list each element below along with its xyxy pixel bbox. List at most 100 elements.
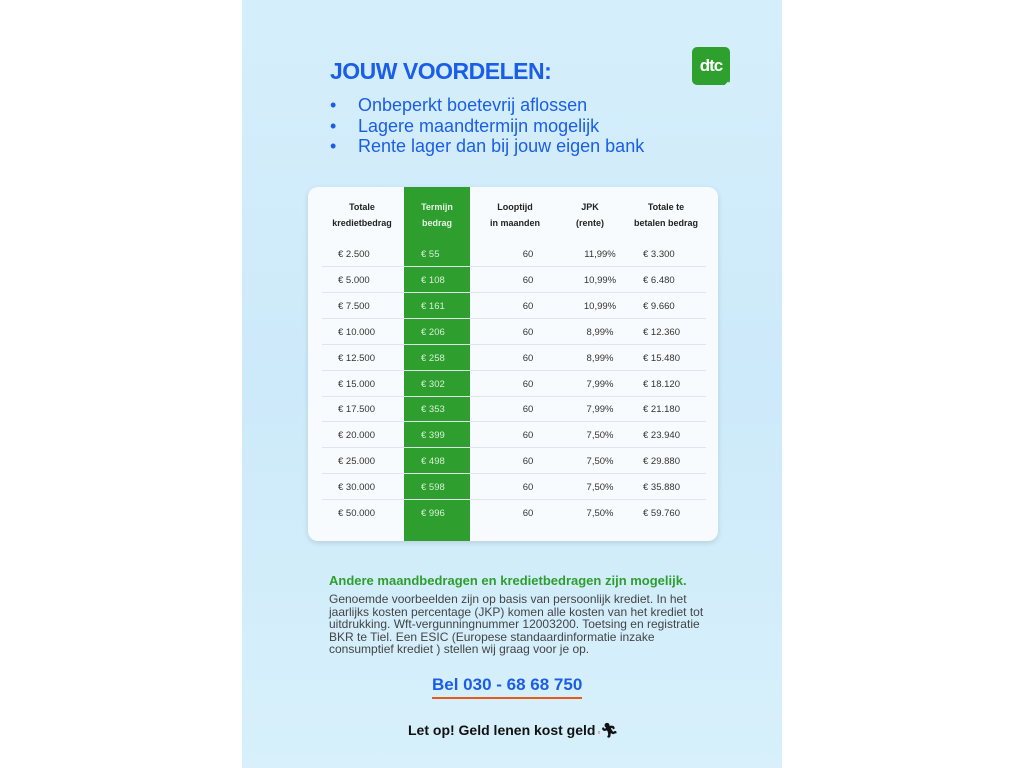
row-divider	[322, 266, 706, 267]
logo-text: dtc	[699, 56, 723, 75]
table-cell: 60	[522, 456, 534, 468]
note-body: Genoemde voorbeelden zijn op basis van p…	[329, 592, 704, 656]
table-cell: 7,99%	[586, 404, 614, 416]
table-cell: € 35.880	[643, 482, 680, 494]
benefits-list: • Onbeperkt boetevrij aflossen • Lagere ma…	[330, 95, 644, 157]
header-jpk: JPK (rente)	[575, 202, 604, 228]
table-cell: € 12.360	[643, 326, 680, 338]
table-cell: € 9.660	[643, 300, 675, 312]
table-cell: 7,50%	[586, 430, 614, 442]
table-cell: € 25.000	[338, 456, 375, 468]
table-cell: € 161	[421, 300, 445, 312]
loan-table: Totale kredietbedrag Termijn bedrag Loopti…	[308, 187, 718, 541]
row-divider	[322, 395, 706, 397]
table-row: € 2.500 € 55 60 11,99% € 3.300	[322, 241, 706, 267]
table-row: € 17.500 € 353 60 7,99% € 21.180	[322, 396, 706, 423]
header-total-credit: Totale kredietbedrag	[332, 202, 392, 228]
benefit-text: Onbeperkt boetevrij aflossen	[358, 95, 588, 115]
benefit-text: Lagere maandtermijn mogelijk	[358, 115, 600, 136]
table-cell: € 15.480	[643, 352, 680, 364]
table-cell: 60	[522, 378, 534, 390]
table-cell: 10,99%	[583, 300, 617, 312]
header-total-pay: Totale te betalen bedrag	[633, 202, 698, 228]
table-cell: € 21.180	[643, 404, 680, 416]
table-cell: € 598	[421, 482, 445, 494]
row-divider	[322, 291, 706, 293]
table-cell: € 29.880	[643, 456, 680, 468]
table-cell: 60	[522, 508, 534, 519]
table-row: € 12.500 € 258 60 8,99% € 15.480	[322, 345, 706, 371]
table-row: € 10.000 € 206 60 8,99% € 12.360	[322, 319, 706, 345]
table-cell: 60	[522, 274, 534, 286]
benefit-item: • Lagere maandtermijn mogelijk	[330, 115, 600, 136]
table-cell: € 206	[421, 326, 445, 338]
table-cell: € 302	[421, 378, 445, 390]
header-duration: Looptijd in maanden	[489, 202, 540, 228]
table-cell: € 3.300	[643, 249, 675, 260]
table-cell: 7,50%	[586, 482, 614, 494]
running-man-icon: ▫🏃︎	[597, 722, 619, 738]
table-cell: € 59.760	[643, 508, 680, 519]
table-cell: 7,99%	[586, 378, 614, 390]
table-cell: € 996	[421, 508, 445, 519]
table-row: € 30.000 € 598 60 7,50% € 35.880	[322, 474, 706, 501]
table-cell: 60	[522, 404, 534, 416]
table-cell: € 5.000	[338, 274, 370, 286]
warning: Let op! Geld lenen kost geld ▫🏃︎	[408, 722, 618, 739]
table-cell: 7,50%	[586, 508, 614, 519]
phone-link[interactable]: Bel 030 - 68 68 750	[432, 675, 583, 699]
row-divider	[322, 317, 706, 319]
table-cell: 60	[522, 430, 534, 442]
warning-text: Let op! Geld lenen kost geld	[408, 722, 596, 738]
row-divider	[322, 421, 706, 423]
table-cell: € 7.500	[338, 300, 370, 312]
table-cell: 8,99%	[586, 326, 614, 338]
table-cell: 8,99%	[586, 352, 614, 364]
benefit-text: Rente lager dan bij jouw eigen bank	[358, 136, 645, 156]
table-cell: 60	[522, 482, 534, 494]
table-cell: € 2.500	[338, 249, 370, 260]
table-row: € 7.500 € 161 60 10,99% € 9.660	[322, 293, 706, 319]
table-row: € 15.000 € 302 60 7,99% € 18.120	[322, 371, 706, 397]
table-cell: € 20.000	[338, 430, 375, 442]
table-cell: 11,99%	[584, 249, 616, 260]
table-cell: 60	[522, 300, 534, 312]
row-divider	[322, 447, 706, 449]
table-cell: € 399	[421, 430, 445, 442]
table-cell: 60	[522, 249, 534, 260]
table-cell: € 23.940	[643, 430, 680, 442]
benefit-item: • Rente lager dan bij jouw eigen bank	[330, 136, 645, 156]
table-cell: € 498	[421, 456, 445, 468]
table-cell: € 30.000	[338, 482, 375, 494]
table-cell: 60	[522, 352, 534, 364]
table-cell: 60	[522, 326, 534, 338]
table-row: € 25.000 € 498 60 7,50% € 29.880	[322, 448, 706, 475]
table-cell: 7,50%	[586, 456, 614, 468]
table-cell: € 50.000	[338, 508, 375, 519]
page-title: JOUW VOORDELEN:	[330, 58, 552, 84]
row-divider	[322, 473, 706, 475]
table-row: € 50.000 € 996 60 7,50% € 59.760	[322, 500, 706, 526]
table-cell: € 17.500	[338, 404, 375, 416]
table-cell: € 55	[421, 249, 440, 260]
header-term-amount: Termijn bedrag	[421, 202, 453, 228]
table-cell: € 353	[421, 404, 445, 416]
table-row: € 20.000 € 399 60 7,50% € 23.940	[322, 422, 706, 449]
highlight-column	[404, 187, 470, 541]
note-heading: Andere maandbedragen en kredietbedragen …	[329, 573, 687, 588]
dtc-logo: dtc	[692, 47, 730, 85]
table-cell: € 18.120	[643, 378, 680, 390]
poster: JOUW VOORDELEN: dtc • Onbeperkt boetevrij…	[242, 0, 782, 768]
table-cell: € 108	[421, 274, 445, 286]
table-cell: € 6.480	[643, 274, 675, 286]
row-divider	[322, 499, 706, 501]
row-divider	[322, 369, 706, 371]
benefit-item: • Onbeperkt boetevrij aflossen	[330, 95, 588, 115]
row-divider	[322, 343, 706, 345]
table-cell: € 15.000	[338, 378, 375, 390]
table-cell: € 12.500	[338, 352, 375, 364]
table-cell: 10,99%	[583, 274, 617, 286]
table-cell: € 10.000	[338, 326, 375, 338]
table-cell: € 258	[421, 352, 445, 364]
table-row: € 5.000 € 108 60 10,99% € 6.480	[322, 267, 706, 293]
